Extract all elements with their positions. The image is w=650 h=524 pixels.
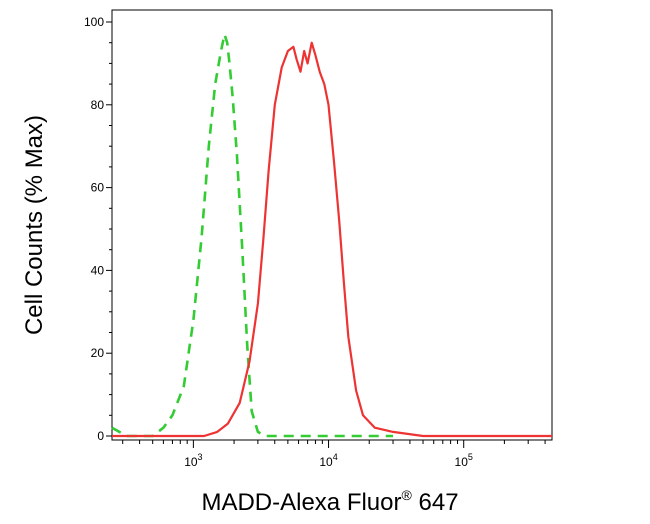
- x-axis-label-main: MADD-Alexa Fluor: [201, 489, 401, 516]
- y-tick-label: 40: [91, 263, 105, 277]
- y-tick-label: 60: [91, 181, 105, 195]
- x-axis-label: MADD-Alexa Fluor® 647: [201, 487, 458, 516]
- y-axis-label: Cell Counts (% Max): [21, 115, 48, 335]
- y-ticks: 0 20 40 60 80 100: [84, 15, 112, 443]
- y-tick-label: 80: [91, 98, 105, 112]
- x-ticks: 103 104 105: [122, 440, 546, 469]
- plot-frame: [111, 9, 553, 441]
- x-tick-label: 104: [319, 452, 337, 469]
- y-tick-label: 100: [84, 15, 104, 29]
- x-axis-label-suffix: 647: [412, 489, 459, 516]
- y-tick-label: 20: [91, 346, 105, 360]
- y-tick-label: 0: [97, 429, 104, 443]
- sample-histogram-line: [112, 41, 552, 438]
- control-histogram-line: [111, 33, 393, 438]
- x-axis-label-superscript: ®: [402, 487, 413, 503]
- x-tick-label: 103: [184, 452, 202, 469]
- x-tick-label: 105: [455, 452, 473, 469]
- series-layer: [111, 33, 552, 438]
